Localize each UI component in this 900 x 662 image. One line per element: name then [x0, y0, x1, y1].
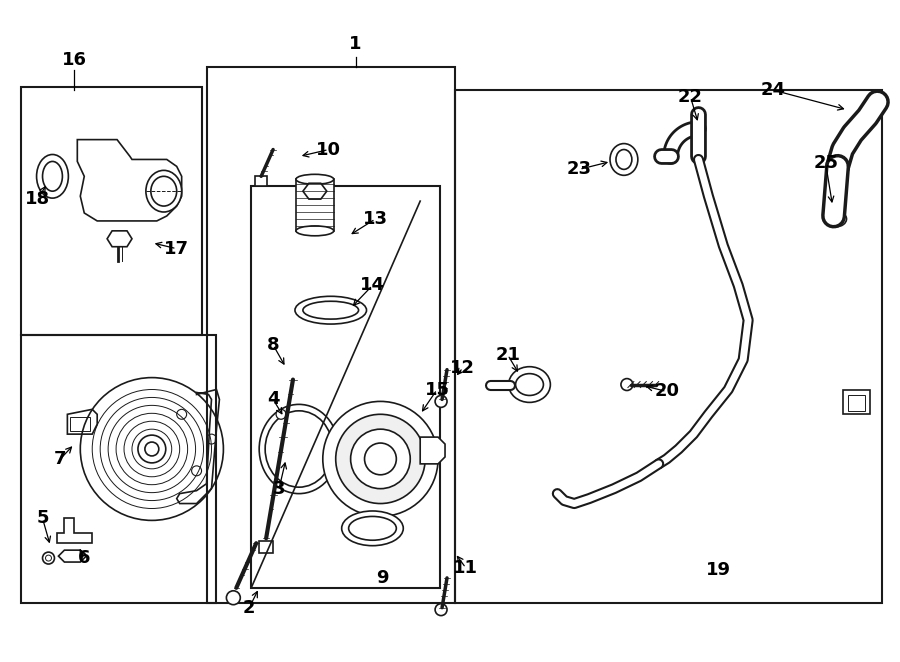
- Polygon shape: [58, 550, 86, 562]
- Circle shape: [323, 401, 438, 516]
- Text: 21: 21: [495, 346, 520, 364]
- Text: 16: 16: [62, 51, 86, 70]
- Circle shape: [435, 395, 447, 407]
- Text: 20: 20: [654, 383, 680, 401]
- Polygon shape: [420, 437, 445, 464]
- Text: 25: 25: [814, 154, 838, 172]
- Polygon shape: [107, 231, 132, 247]
- Ellipse shape: [296, 226, 334, 236]
- Text: 13: 13: [363, 210, 388, 228]
- Bar: [455, 90, 882, 602]
- Ellipse shape: [37, 154, 68, 198]
- Bar: [21, 87, 202, 335]
- Bar: [842, 391, 870, 414]
- Text: 8: 8: [266, 336, 279, 354]
- Text: 23: 23: [567, 160, 591, 178]
- Ellipse shape: [146, 170, 182, 212]
- Text: 6: 6: [78, 549, 91, 567]
- Circle shape: [227, 591, 240, 604]
- Text: 1: 1: [349, 36, 362, 54]
- Bar: [21, 335, 217, 602]
- Text: 24: 24: [760, 81, 786, 99]
- Circle shape: [336, 414, 425, 504]
- Polygon shape: [77, 140, 182, 221]
- Bar: [259, 542, 273, 553]
- Ellipse shape: [303, 301, 358, 319]
- Text: 19: 19: [706, 561, 731, 579]
- Circle shape: [364, 443, 396, 475]
- Text: 11: 11: [454, 559, 479, 577]
- Bar: [848, 395, 866, 411]
- Ellipse shape: [295, 297, 366, 324]
- Text: 2: 2: [243, 598, 256, 617]
- Text: 3: 3: [273, 480, 285, 498]
- Text: 4: 4: [266, 391, 279, 408]
- Text: 5: 5: [36, 510, 49, 528]
- Text: 9: 9: [376, 569, 389, 587]
- Ellipse shape: [42, 162, 62, 191]
- Ellipse shape: [259, 404, 338, 494]
- Bar: [70, 417, 90, 431]
- Bar: [206, 68, 455, 602]
- Ellipse shape: [508, 367, 551, 402]
- Ellipse shape: [824, 211, 847, 227]
- Text: 17: 17: [164, 240, 189, 258]
- Bar: [251, 186, 440, 588]
- Circle shape: [276, 409, 286, 419]
- Text: 22: 22: [678, 88, 703, 106]
- Circle shape: [351, 429, 410, 489]
- Ellipse shape: [616, 150, 632, 169]
- Ellipse shape: [610, 144, 638, 175]
- Circle shape: [145, 442, 158, 456]
- Text: 7: 7: [54, 450, 67, 468]
- Ellipse shape: [829, 214, 842, 224]
- Ellipse shape: [151, 176, 176, 206]
- Ellipse shape: [296, 174, 334, 184]
- Text: 10: 10: [316, 140, 341, 158]
- Text: 15: 15: [425, 381, 450, 399]
- Text: 18: 18: [25, 190, 50, 208]
- Circle shape: [621, 379, 633, 391]
- Polygon shape: [303, 183, 327, 199]
- Circle shape: [435, 604, 447, 616]
- Bar: [296, 179, 334, 231]
- Ellipse shape: [348, 516, 396, 540]
- Text: 14: 14: [360, 277, 385, 295]
- Circle shape: [42, 552, 55, 564]
- Text: 12: 12: [450, 359, 475, 377]
- Bar: [256, 176, 267, 186]
- Ellipse shape: [342, 511, 403, 545]
